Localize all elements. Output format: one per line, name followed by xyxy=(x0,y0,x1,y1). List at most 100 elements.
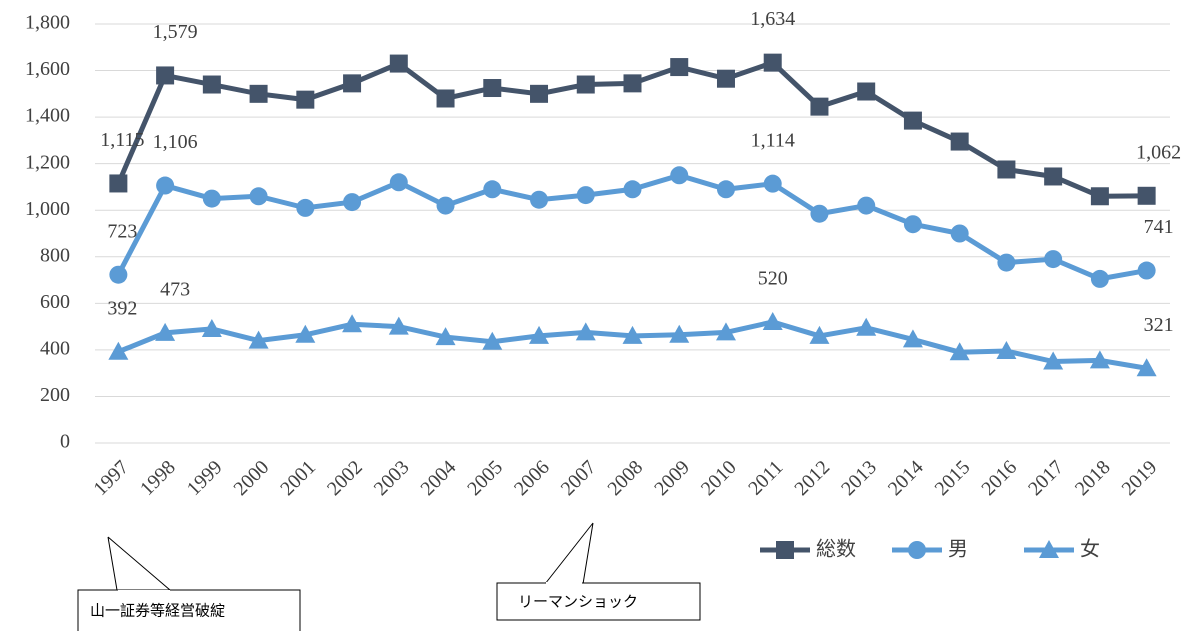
marker xyxy=(575,322,596,341)
marker xyxy=(810,97,829,116)
x-tick-label: 2007 xyxy=(557,456,601,500)
marker xyxy=(623,74,642,93)
marker xyxy=(950,132,969,151)
marker xyxy=(763,174,782,193)
marker xyxy=(109,265,128,284)
marker xyxy=(436,89,455,108)
marker xyxy=(576,75,595,94)
marker xyxy=(902,329,923,348)
data-label: 321 xyxy=(1144,314,1174,336)
marker xyxy=(1043,351,1064,370)
x-tick-label: 2010 xyxy=(697,456,741,500)
marker xyxy=(810,204,829,223)
marker xyxy=(1137,186,1156,205)
marker xyxy=(622,325,643,344)
legend-label: 総数 xyxy=(816,537,856,561)
marker xyxy=(389,54,408,73)
y-tick-label: 1,400 xyxy=(25,105,70,127)
callout-pointer xyxy=(107,536,171,597)
marker xyxy=(670,58,689,77)
marker xyxy=(715,322,736,341)
callout-box xyxy=(496,582,701,621)
marker xyxy=(670,166,689,185)
marker xyxy=(908,541,926,559)
marker xyxy=(248,330,269,349)
x-tick-label: 2009 xyxy=(650,456,694,500)
annotation: リーマンショック xyxy=(518,593,638,611)
x-tick-label: 2018 xyxy=(1071,456,1115,500)
x-tick-label: 2000 xyxy=(230,456,274,500)
y-tick-label: 200 xyxy=(40,384,70,406)
marker xyxy=(249,187,268,206)
y-tick-label: 800 xyxy=(40,244,70,266)
callout-pointer xyxy=(544,522,594,585)
x-tick-label: 2008 xyxy=(603,456,647,500)
marker xyxy=(949,342,970,361)
marker xyxy=(202,189,221,208)
data-label: 1,634 xyxy=(750,8,795,30)
marker xyxy=(530,84,549,103)
marker xyxy=(776,541,794,559)
marker xyxy=(530,190,549,209)
marker xyxy=(483,79,502,98)
x-tick-label: 2004 xyxy=(416,456,460,500)
marker xyxy=(249,84,268,103)
marker xyxy=(296,198,315,217)
x-tick-label: 2003 xyxy=(370,456,414,500)
marker xyxy=(1090,269,1109,288)
y-tick-label: 1,200 xyxy=(25,151,70,173)
marker xyxy=(623,180,642,199)
marker xyxy=(343,74,362,93)
marker xyxy=(201,318,222,337)
marker xyxy=(763,53,782,72)
data-label: 392 xyxy=(107,297,137,319)
x-tick-label: 2014 xyxy=(884,456,928,500)
data-label: 1,062 xyxy=(1136,141,1181,163)
marker xyxy=(295,324,316,343)
marker xyxy=(576,186,595,205)
x-tick-label: 1999 xyxy=(183,456,227,500)
marker xyxy=(202,75,221,94)
y-tick-label: 1,600 xyxy=(25,58,70,80)
x-tick-label: 2012 xyxy=(790,456,834,500)
marker xyxy=(1137,261,1156,280)
marker xyxy=(716,180,735,199)
marker xyxy=(997,253,1016,272)
data-label: 1,106 xyxy=(153,131,198,153)
marker xyxy=(436,196,455,215)
marker xyxy=(762,311,783,330)
marker xyxy=(388,316,409,335)
data-label: 473 xyxy=(160,278,190,300)
marker xyxy=(1044,250,1063,269)
marker xyxy=(716,69,735,88)
marker xyxy=(1044,167,1063,186)
x-tick-label: 2005 xyxy=(463,456,507,500)
marker xyxy=(1136,358,1157,377)
y-tick-label: 600 xyxy=(40,291,70,313)
x-tick-label: 2015 xyxy=(931,456,975,500)
x-tick-label: 2019 xyxy=(1118,456,1162,500)
x-tick-label: 2006 xyxy=(510,456,554,500)
marker xyxy=(903,111,922,130)
x-tick-label: 2001 xyxy=(276,456,320,500)
marker xyxy=(856,317,877,336)
marker xyxy=(997,160,1016,179)
marker xyxy=(996,341,1017,360)
legend-label: 男 xyxy=(948,537,968,561)
marker xyxy=(857,196,876,215)
x-tick-label: 2011 xyxy=(744,456,787,499)
marker xyxy=(156,66,175,85)
y-tick-label: 1,800 xyxy=(25,12,70,34)
data-label: 741 xyxy=(1144,216,1174,238)
x-tick-label: 2013 xyxy=(837,456,881,500)
data-label: 520 xyxy=(758,268,788,290)
data-label: 1,579 xyxy=(153,21,198,43)
marker xyxy=(482,331,503,350)
x-tick-label: 2002 xyxy=(323,456,367,500)
marker xyxy=(1090,187,1109,206)
data-label: 1,114 xyxy=(751,129,795,151)
marker xyxy=(156,176,175,195)
marker xyxy=(903,215,922,234)
annotation: 山一証券等経営破綻 xyxy=(90,602,225,620)
